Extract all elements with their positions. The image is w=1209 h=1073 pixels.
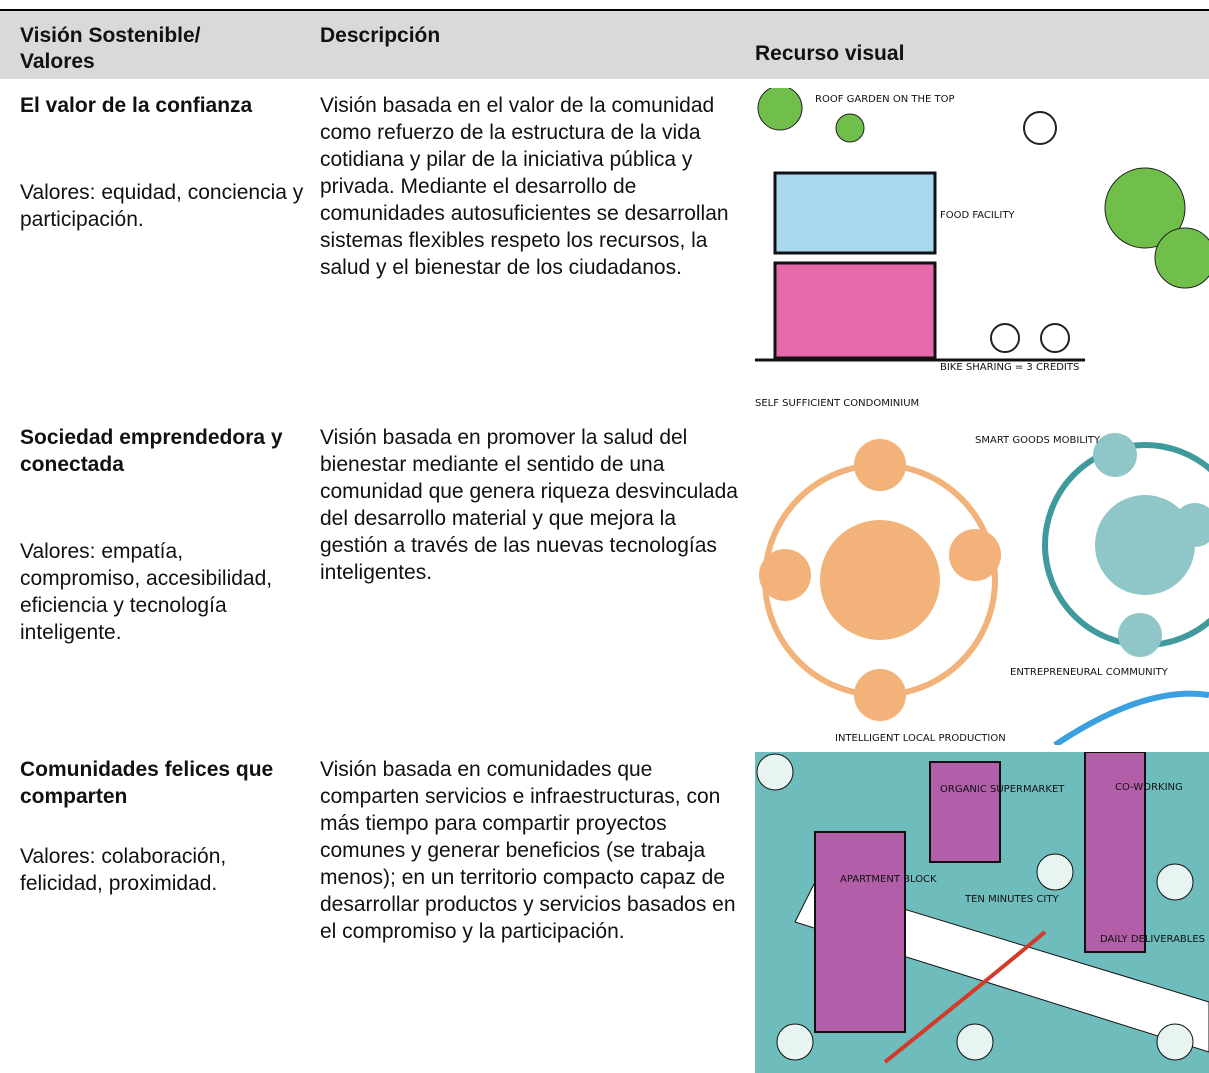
- illustration-shape: [757, 88, 803, 131]
- illustration-shape: [1173, 503, 1209, 547]
- table-header: Visión Sostenible/ Valores Descripción R…: [0, 11, 1209, 79]
- illustration-shape: [759, 549, 811, 601]
- illustration-shape: [1104, 167, 1186, 249]
- illustration-shape: [854, 439, 906, 491]
- row-description: Visión basada en comunidades que compart…: [320, 758, 736, 943]
- illustration-shape: [949, 529, 1001, 581]
- illustration-shape: [1154, 227, 1209, 289]
- column-header: Visión Sostenible/ Valores: [20, 24, 201, 73]
- illustration-label: INTELLIGENT LOCAL PRODUCTION: [835, 733, 1006, 744]
- illustration: SMART GOODS MOBILITY ENTREPRENEURAL COMMU…: [759, 433, 1209, 745]
- row-title: Comunidades felices que comparten: [20, 758, 274, 808]
- row-values: Valores: empatía, compromiso, accesibili…: [20, 540, 273, 644]
- row-title: El valor de la confianza: [20, 94, 253, 117]
- illustration-shape: [1040, 323, 1070, 353]
- illustration-label: SELF SUFFICIENT CONDOMINIUM: [755, 398, 919, 409]
- illustration-label: SMART GOODS MOBILITY: [975, 435, 1101, 446]
- illustration-shape: [1156, 1023, 1194, 1061]
- illustration-shape: [1093, 433, 1137, 477]
- illustration-label: ENTREPRENEURAL COMMUNITY: [1010, 667, 1169, 678]
- illustration-label: CO-WORKING: [1115, 782, 1183, 793]
- row-description: Visión basada en el valor de la comunida…: [320, 94, 729, 279]
- illustration-label: ORGANIC SUPERMARKET: [940, 784, 1065, 795]
- illustration-shape: [820, 520, 940, 640]
- illustration-shape: [1084, 752, 1146, 953]
- illustration-shape: [1156, 863, 1194, 901]
- illustration-label: APARTMENT BLOCK: [840, 874, 937, 885]
- row-values: Valores: equidad, conciencia y participa…: [20, 181, 304, 231]
- row-description: Visión basada en promover la salud del b…: [320, 426, 738, 584]
- illustration: ORGANIC SUPERMARKET CO-WORKING APARTMENT B…: [755, 752, 1209, 1073]
- illustration-shape: [756, 753, 794, 791]
- row-title: Sociedad emprendedora y conectada: [20, 426, 283, 476]
- illustration-shape: [773, 261, 937, 360]
- illustration: ROOF GARDEN ON THE TOP FOOD FACILITY BIKE …: [755, 88, 1209, 409]
- illustration-shape: [814, 831, 906, 1033]
- rule: [0, 9, 1209, 11]
- illustration-shape: [776, 1023, 814, 1061]
- illustration-shape: [1095, 495, 1195, 595]
- illustration-label: BIKE SHARING = 3 CREDITS: [940, 362, 1079, 373]
- illustration-shape: [835, 113, 865, 143]
- row-values: Valores: colaboración, felicidad, proxim…: [20, 845, 227, 895]
- illustration-shape: [1053, 690, 1209, 745]
- illustration-shape: [1118, 613, 1162, 657]
- illustration-label: FOOD FACILITY: [940, 210, 1015, 221]
- illustration-shape: [929, 761, 1001, 863]
- illustration-label: ROOF GARDEN ON THE TOP: [815, 94, 955, 105]
- column-header: Descripción: [320, 24, 441, 47]
- illustration-shape: [1023, 111, 1057, 145]
- illustration-label: DAILY DELIVERABLES: [1100, 934, 1205, 945]
- illustration-shape: [883, 930, 1047, 1064]
- illustration-shape: [1036, 853, 1074, 891]
- illustration-label: TEN MINUTES CITY: [964, 894, 1059, 905]
- column-header: Recurso visual: [755, 42, 905, 65]
- illustration-shape: [854, 669, 906, 721]
- illustration-shape: [773, 171, 937, 255]
- illustration-shape: [990, 323, 1020, 353]
- illustration-shape: [956, 1023, 994, 1061]
